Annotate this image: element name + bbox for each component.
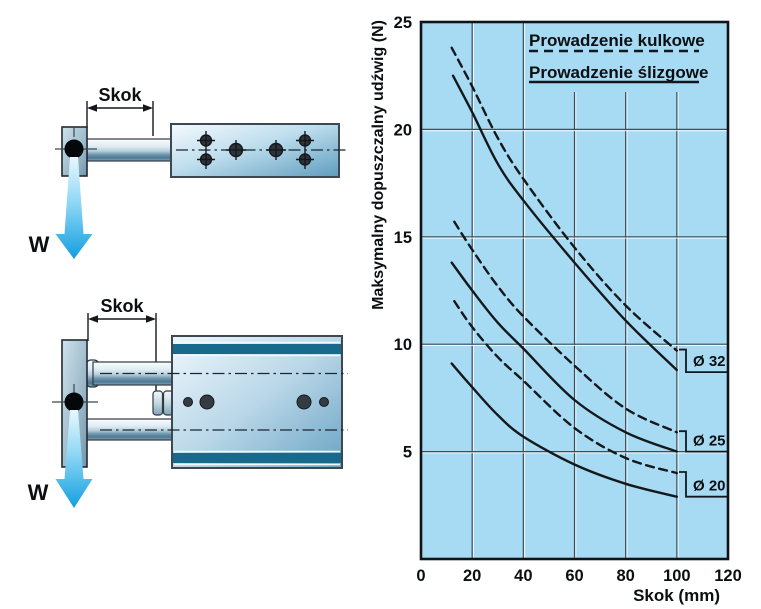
- load-point: [64, 139, 84, 159]
- hole: [199, 394, 215, 410]
- y-tick-label: 5: [403, 444, 412, 462]
- screw-icons: [197, 131, 314, 169]
- screw-icon: [197, 150, 215, 169]
- hole: [296, 394, 312, 410]
- body-holes: [183, 394, 329, 410]
- load-arrow-icon: [55, 410, 93, 508]
- curve-Ø 25 kulkowe: [453, 220, 678, 434]
- curve-Ø 32 ślizgowe: [451, 74, 678, 372]
- screw-icon: [226, 140, 246, 160]
- diameter-label: Ø 25: [693, 433, 726, 450]
- curve-Ø 20 kulkowe: [453, 300, 678, 475]
- plot-border: [419, 20, 730, 561]
- curve-Ø 25 ślizgowe: [450, 261, 678, 453]
- dim-arrow-left-icon: [87, 104, 97, 112]
- diameter-label: Ø 20: [693, 478, 726, 495]
- load-w-label: W: [29, 232, 50, 257]
- legend-label: Prowadzenie kulkowe: [529, 31, 705, 50]
- hole: [183, 397, 193, 407]
- stroke-label: Skok: [100, 296, 144, 316]
- x-tick-label: 60: [565, 567, 583, 585]
- y-tick-label: 20: [394, 121, 412, 139]
- curve-Ø 32 kulkowe: [450, 46, 678, 352]
- load-w-label: W: [28, 480, 49, 505]
- diameter-label: Ø 32: [693, 353, 726, 370]
- load-point: [64, 392, 84, 412]
- dim-arrow-left-icon: [88, 315, 98, 323]
- piston-rod: [86, 138, 174, 162]
- x-tick-label: 20: [463, 567, 481, 585]
- load-arrow-icon: [55, 157, 93, 259]
- screw-icon: [266, 140, 286, 160]
- stroke-dimension: [86, 101, 154, 136]
- y-tick-label: 25: [394, 14, 412, 32]
- diameter-bracket: [679, 471, 728, 498]
- x-tick-label: 0: [416, 567, 425, 585]
- x-tick-label: 120: [714, 567, 742, 585]
- x-tick-label: 100: [663, 567, 691, 585]
- guide-rail-stripe-top: [173, 344, 341, 354]
- screw-icon: [197, 131, 215, 150]
- diagram-guided-cylinder: Skok W: [28, 296, 348, 508]
- rod-nut: [152, 390, 164, 416]
- dim-arrow-right-icon: [143, 104, 153, 112]
- curve-Ø 20 ślizgowe: [450, 362, 678, 498]
- diagram-basic-cylinder: Skok: [29, 85, 348, 259]
- x-axis-title: Skok (mm): [633, 586, 720, 605]
- screw-icon: [296, 131, 314, 150]
- y-tick-label: 15: [394, 229, 412, 247]
- dim-arrow-right-icon: [146, 315, 156, 323]
- rail-highlights: [174, 341, 340, 466]
- hole: [319, 397, 329, 407]
- diameter-bracket: [679, 430, 728, 453]
- guide-rail-stripe-bottom: [173, 453, 341, 463]
- x-tick-label: 40: [514, 567, 532, 585]
- diameter-bracket: [679, 348, 728, 374]
- y-axis-title: Maksymalny dopuszczalny udźwig (N): [370, 20, 387, 310]
- screw-icon: [296, 150, 314, 169]
- legend-label: Prowadzenie ślizgowe: [529, 63, 709, 82]
- stroke-label: Skok: [98, 85, 142, 105]
- y-tick-label: 10: [394, 336, 412, 354]
- load-stroke-chart: Ø 32 Ø 25 Ø 20 Prowadzenie kulkowe Prowadzen…: [370, 14, 742, 605]
- x-tick-label: 80: [616, 567, 634, 585]
